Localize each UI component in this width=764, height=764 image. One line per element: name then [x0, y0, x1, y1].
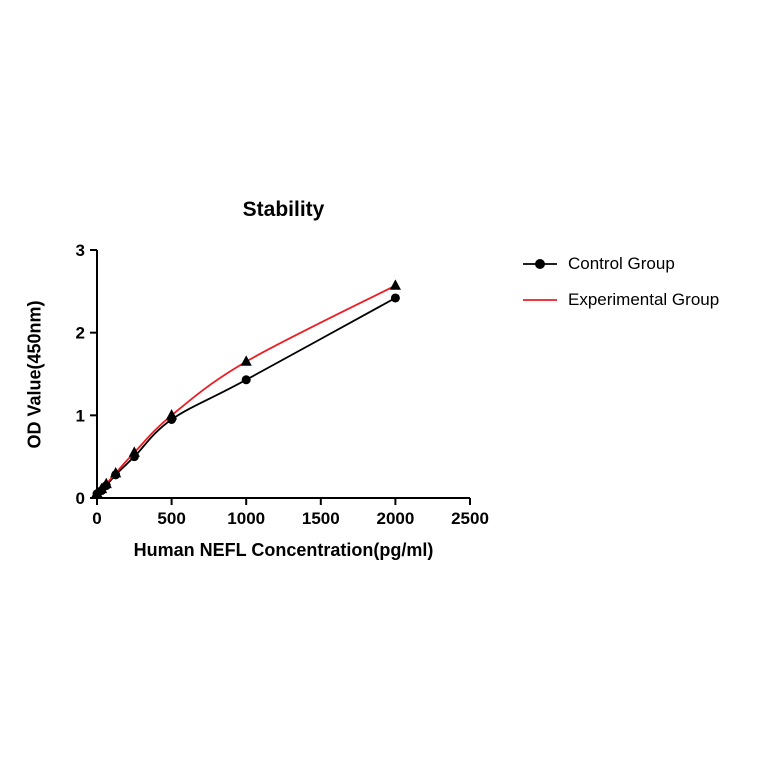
data-point-triangle: [128, 446, 140, 457]
y-tick-label: 2: [76, 324, 85, 343]
y-tick-label: 0: [76, 489, 85, 508]
chart-title: Stability: [242, 198, 325, 221]
x-axis-label: Human NEFL Concentration(pg/ml): [133, 540, 434, 560]
data-point-triangle: [389, 279, 401, 290]
data-point-circle: [241, 375, 251, 385]
series-curve-1: [96, 284, 396, 494]
data-point-triangle: [240, 355, 252, 366]
x-tick-label: 1000: [227, 509, 265, 528]
control-group-line-dot-icon: [523, 259, 557, 269]
legend-item-control-group: Control Group: [522, 252, 719, 276]
data-point-circle: [390, 293, 400, 303]
y-tick-label: 1: [76, 406, 85, 425]
y-tick-label: 3: [76, 241, 85, 260]
x-tick-label: 0: [92, 509, 101, 528]
legend-label-experimental-group: Experimental Group: [568, 290, 720, 309]
legend-item-experimental-group: Experimental Group: [522, 288, 719, 312]
legend: Control Group Experimental Group: [522, 252, 719, 324]
x-tick-label: 1500: [302, 509, 340, 528]
data-point-triangle: [110, 467, 122, 478]
series-curve-0: [96, 297, 396, 495]
data-point-triangle: [100, 477, 112, 489]
legend-label-control-group: Control Group: [568, 254, 675, 273]
x-tick-label: 2000: [376, 509, 414, 528]
x-tick-label: 500: [157, 509, 185, 528]
x-tick-label: 2500: [451, 509, 489, 528]
data-point-triangle: [166, 409, 178, 420]
control-legend-dot: [535, 259, 545, 269]
experimental-group-line-icon: [523, 299, 557, 301]
